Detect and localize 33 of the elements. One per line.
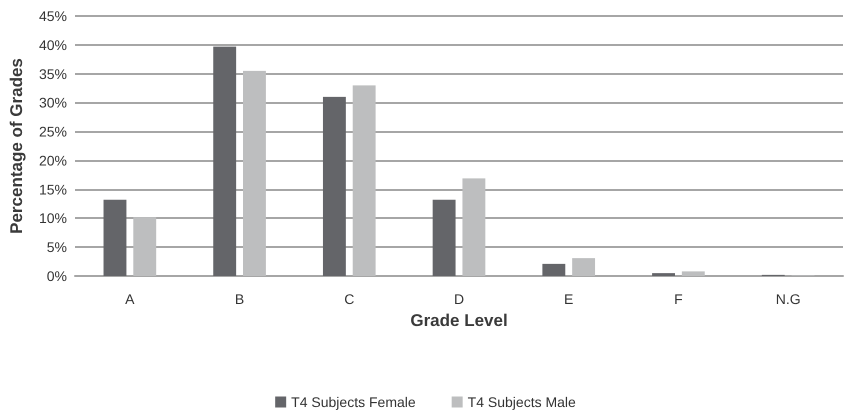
bar [572,258,596,276]
bar [652,273,675,276]
x-tick-label: F [674,291,683,307]
x-tick-label: E [564,291,574,307]
y-axis-title: Percentage of Grades [7,58,26,234]
x-tick-label: A [125,291,136,307]
y-tick-label: 35% [38,66,67,82]
legend-label: T4 Subjects Female [291,394,416,410]
y-tick-label: 45% [38,8,67,24]
bar [432,200,456,276]
bar [352,85,376,276]
y-tick-label: 40% [38,36,67,53]
x-tick-label: N.G [776,291,801,307]
y-tick-label: 5% [46,239,67,256]
x-tick-label: B [234,291,244,307]
bar [462,178,486,276]
bar [213,46,236,276]
bar [322,96,346,276]
bar [104,200,126,276]
y-tick-label: 15% [38,181,67,198]
bar [133,217,156,276]
y-tick-label: 25% [38,124,67,140]
x-axis-title: Grade Level [410,311,508,330]
y-tick-label: 30% [38,94,67,111]
x-tick-label: C [344,291,354,307]
bar [682,271,705,276]
bar [243,70,266,276]
legend-label: T4 Subjects Male [468,394,576,410]
y-tick-label: 10% [38,210,67,226]
x-tick-label: D [454,291,464,307]
bar [542,264,566,276]
y-tick-label: 0% [46,268,67,284]
y-tick-label: 20% [38,152,67,168]
